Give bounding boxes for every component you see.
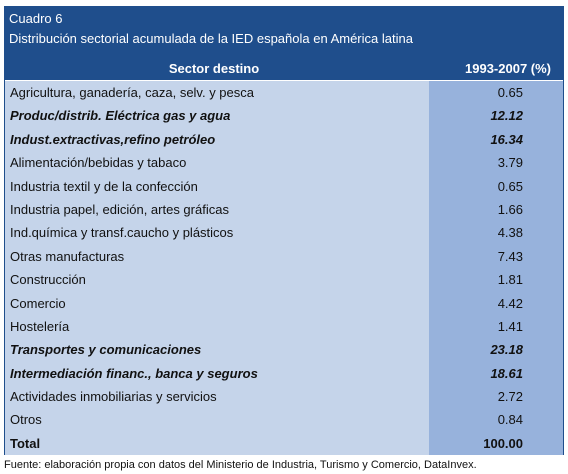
table-row: Agricultura, ganadería, caza, selv. y pe… <box>5 81 563 105</box>
sector-cell: Actividades inmobiliarias y servicios <box>5 385 429 409</box>
table-row: Produc/distrib. Eléctrica gas y agua 12.1… <box>5 104 563 128</box>
table-row: Hostelería 1.41 <box>5 314 563 339</box>
table-total-row: Total 100.00 <box>5 431 563 456</box>
percent-cell: 0.65 <box>429 81 563 105</box>
column-header-percent: 1993-2007 (%) <box>423 58 563 80</box>
sector-cell: Industria textil y de la confección <box>5 174 429 198</box>
table-row: Otros 0.84 <box>5 408 563 432</box>
percent-cell: 16.34 <box>429 127 563 152</box>
sector-cell: Intermediación financ., banca y seguros <box>5 361 429 386</box>
sector-cell: Transportes y comunicaciones <box>5 338 429 362</box>
sector-cell: Hostelería <box>5 314 429 339</box>
sector-cell: Indust.extractivas,refino petróleo <box>5 127 429 152</box>
table-row: Industria textil y de la confección 0.65 <box>5 174 563 198</box>
percent-cell: 1.66 <box>429 197 563 222</box>
table-caption: Cuadro 6 Distribución sectorial acumulad… <box>5 7 563 58</box>
table-row: Actividades inmobiliarias y servicios 2.7… <box>5 385 563 409</box>
sector-cell: Industria papel, edición, artes gráficas <box>5 197 429 222</box>
column-header-sector: Sector destino <box>5 58 423 80</box>
percent-cell: 12.12 <box>429 104 563 128</box>
sector-cell: Ind.química y transf.caucho y plásticos <box>5 221 429 245</box>
table-row: Otras manufacturas 7.43 <box>5 244 563 269</box>
percent-cell: 100.00 <box>429 431 563 456</box>
percent-cell: 0.65 <box>429 174 563 198</box>
sector-cell: Alimentación/bebidas y tabaco <box>5 151 429 175</box>
table-header-row: Sector destino 1993-2007 (%) <box>5 58 563 81</box>
table-frame: Cuadro 6 Distribución sectorial acumulad… <box>4 6 564 456</box>
table-row: Intermediación financ., banca y seguros 1… <box>5 361 563 386</box>
sector-cell: Total <box>5 431 429 456</box>
sector-cell: Construcción <box>5 268 429 292</box>
sector-cell: Comercio <box>5 291 429 315</box>
table-row: Construcción 1.81 <box>5 268 563 292</box>
table-row: Indust.extractivas,refino petróleo 16.34 <box>5 127 563 152</box>
percent-cell: 4.42 <box>429 291 563 315</box>
percent-cell: 0.84 <box>429 408 563 432</box>
table-row: Alimentación/bebidas y tabaco 3.79 <box>5 151 563 175</box>
percent-cell: 23.18 <box>429 338 563 362</box>
percent-cell: 3.79 <box>429 151 563 175</box>
sector-cell: Otras manufacturas <box>5 244 429 269</box>
source-note: Fuente: elaboración propia con datos del… <box>4 459 477 471</box>
table-row: Transportes y comunicaciones 23.18 <box>5 338 563 362</box>
table-body: Agricultura, ganadería, caza, selv. y pe… <box>5 81 563 456</box>
percent-cell: 7.43 <box>429 244 563 269</box>
percent-cell: 1.81 <box>429 268 563 292</box>
sector-cell: Otros <box>5 408 429 432</box>
table-row: Industria papel, edición, artes gráficas… <box>5 197 563 222</box>
sector-cell: Produc/distrib. Eléctrica gas y agua <box>5 104 429 128</box>
table-row: Comercio 4.42 <box>5 291 563 315</box>
percent-cell: 4.38 <box>429 221 563 245</box>
table-title: Distribución sectorial acumulada de la I… <box>9 31 413 46</box>
table-row: Ind.química y transf.caucho y plásticos 4… <box>5 221 563 245</box>
sector-cell: Agricultura, ganadería, caza, selv. y pe… <box>5 81 429 105</box>
table-number: Cuadro 6 <box>9 11 63 26</box>
percent-cell: 1.41 <box>429 314 563 339</box>
percent-cell: 18.61 <box>429 361 563 386</box>
percent-cell: 2.72 <box>429 385 563 409</box>
